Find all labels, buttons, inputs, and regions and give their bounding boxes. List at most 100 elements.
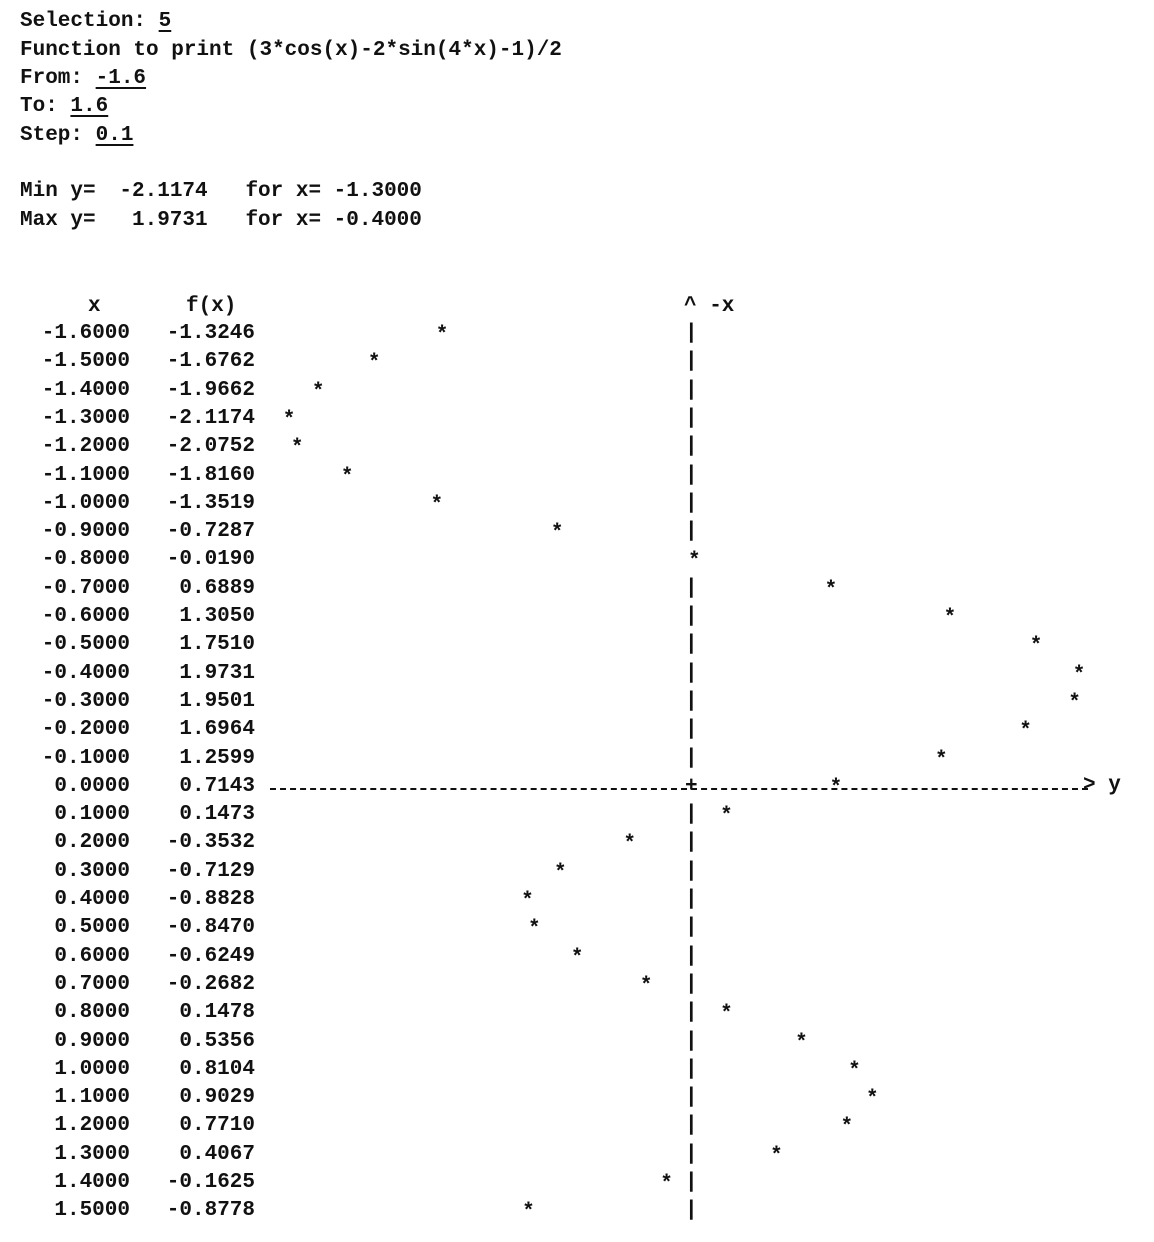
plot-point: *	[848, 1059, 861, 1083]
axis-tick: |	[685, 1114, 698, 1138]
axis-tick: |	[685, 1057, 698, 1081]
plot-point: *	[639, 974, 653, 998]
plot-point: *	[1029, 635, 1043, 659]
plot-point: *	[829, 776, 843, 800]
axis-tick: |	[685, 972, 698, 996]
plot-point: *	[795, 1031, 808, 1055]
fx-value-cell: 0.5356	[179, 1029, 255, 1053]
fx-value-cell: 1.7510	[179, 633, 255, 657]
min-for-label: for x=	[245, 180, 322, 203]
fx-value-cell: -1.3519	[166, 491, 255, 515]
axis-tick: |	[685, 322, 698, 345]
plot-point: *	[720, 805, 733, 829]
plot-point: *	[1068, 691, 1081, 715]
to-label: To:	[20, 95, 58, 118]
x-value-cell: -0.5000	[41, 633, 130, 657]
fx-value-cell: 0.4067	[179, 1142, 255, 1166]
axis-tick: |	[685, 888, 698, 911]
selection-input[interactable]: 5	[158, 10, 172, 33]
plot-point: *	[1072, 663, 1086, 687]
fx-value-cell: -0.0190	[166, 548, 255, 572]
x-value-cell: -1.0000	[41, 491, 130, 515]
fx-value-cell: -1.3246	[166, 322, 255, 345]
step-input[interactable]: 0.1	[95, 124, 134, 147]
x-value-cell: 1.3000	[54, 1142, 130, 1166]
x-value-cell: 1.2000	[54, 1114, 130, 1138]
axis-tick: |	[685, 520, 698, 544]
function-input[interactable]: (3*cos(x)-2*sin(4*x)-1)/2	[246, 39, 562, 62]
from-line: From: -1.6	[20, 65, 146, 93]
axis-tick: |	[685, 689, 698, 713]
x-value-cell: 0.6000	[54, 944, 130, 968]
axis-tick: |	[685, 859, 698, 883]
min-y-value: -2.1174	[119, 180, 208, 203]
x-value-cell: 0.7000	[54, 972, 130, 996]
fx-value-cell: 1.6964	[179, 718, 255, 742]
axis-tick: |	[685, 1086, 698, 1110]
x-value-cell: -0.3000	[41, 689, 130, 713]
x-value-cell: 0.1000	[54, 803, 130, 827]
max-for-label: for x=	[245, 209, 322, 232]
max-label: Max y=	[20, 209, 96, 232]
fx-value-cell: -2.0752	[166, 435, 255, 459]
axis-tick: |	[685, 661, 698, 685]
x-value-cell: -0.9000	[41, 520, 130, 544]
axis-tick: |	[685, 406, 698, 430]
fx-value-cell: 1.3050	[179, 605, 255, 628]
x-value-cell: 1.1000	[54, 1086, 130, 1110]
fx-value-cell: -0.7287	[166, 520, 255, 544]
to-input[interactable]: 1.6	[70, 95, 109, 118]
plot-point: *	[623, 833, 637, 857]
x-value-cell: 1.4000	[54, 1171, 130, 1194]
x-column-header: x	[88, 295, 101, 318]
step-label: Step:	[20, 124, 84, 147]
x-value-cell: -1.1000	[41, 463, 130, 487]
x-value-cell: -0.8000	[41, 548, 130, 572]
x-value-cell: -1.4000	[41, 378, 130, 402]
function-line: Function to print (3*cos(x)-2*sin(4*x)-1…	[20, 37, 562, 65]
fx-value-cell: -0.8828	[166, 888, 255, 911]
x-value-cell: 1.0000	[54, 1057, 130, 1081]
axis-tick: |	[685, 491, 698, 515]
plot-point: *	[943, 607, 957, 630]
x-value-cell: 0.3000	[54, 859, 130, 883]
plot-point: *	[770, 1144, 783, 1168]
fx-value-cell: -0.1625	[166, 1171, 255, 1194]
axis-tick: |	[685, 1171, 698, 1194]
axis-tick: |	[685, 1029, 698, 1053]
plot-point: *	[720, 1003, 733, 1027]
plot-point: *	[660, 1173, 673, 1196]
selection-label: Selection:	[20, 10, 147, 33]
fx-value-cell: -0.2682	[166, 972, 255, 996]
axis-tick: |	[685, 463, 698, 487]
axis-tick: |	[685, 1001, 698, 1025]
selection-line: Selection: 5	[20, 8, 171, 36]
plot-point: *	[290, 437, 304, 461]
x-value-cell: -0.6000	[41, 605, 130, 628]
from-input[interactable]: -1.6	[95, 67, 147, 90]
plot-point: *	[311, 380, 325, 404]
max-line: Max y= 1.9731 for x= -0.4000	[20, 207, 422, 235]
plot-point: *	[282, 408, 296, 432]
fx-value-cell: -0.7129	[166, 859, 255, 883]
from-label: From:	[20, 67, 84, 90]
x-value-cell: -1.6000	[41, 322, 130, 345]
min-x-value: -1.3000	[333, 180, 422, 203]
x-value-cell: 0.4000	[54, 888, 130, 911]
axis-tick: |	[685, 718, 698, 742]
x-value-cell: -1.3000	[41, 406, 130, 430]
plot-point: *	[550, 522, 564, 546]
axis-tick: |	[685, 916, 698, 940]
fx-value-cell: -0.8470	[166, 916, 255, 940]
axis-right-label: > y	[1083, 774, 1121, 797]
axis-tick: |	[685, 803, 698, 827]
axis-tick: |	[685, 378, 698, 402]
fx-column-header: f(x)	[186, 295, 237, 318]
function-label: Function to print	[20, 39, 235, 62]
fx-value-cell: 0.1478	[179, 1001, 255, 1025]
fx-value-cell: 0.7710	[179, 1114, 255, 1138]
min-line: Min y= -2.1174 for x= -1.3000	[20, 178, 422, 206]
axis-tick: |	[685, 576, 698, 600]
step-line: Step: 0.1	[20, 122, 133, 150]
fx-value-cell: -0.3532	[166, 831, 255, 855]
